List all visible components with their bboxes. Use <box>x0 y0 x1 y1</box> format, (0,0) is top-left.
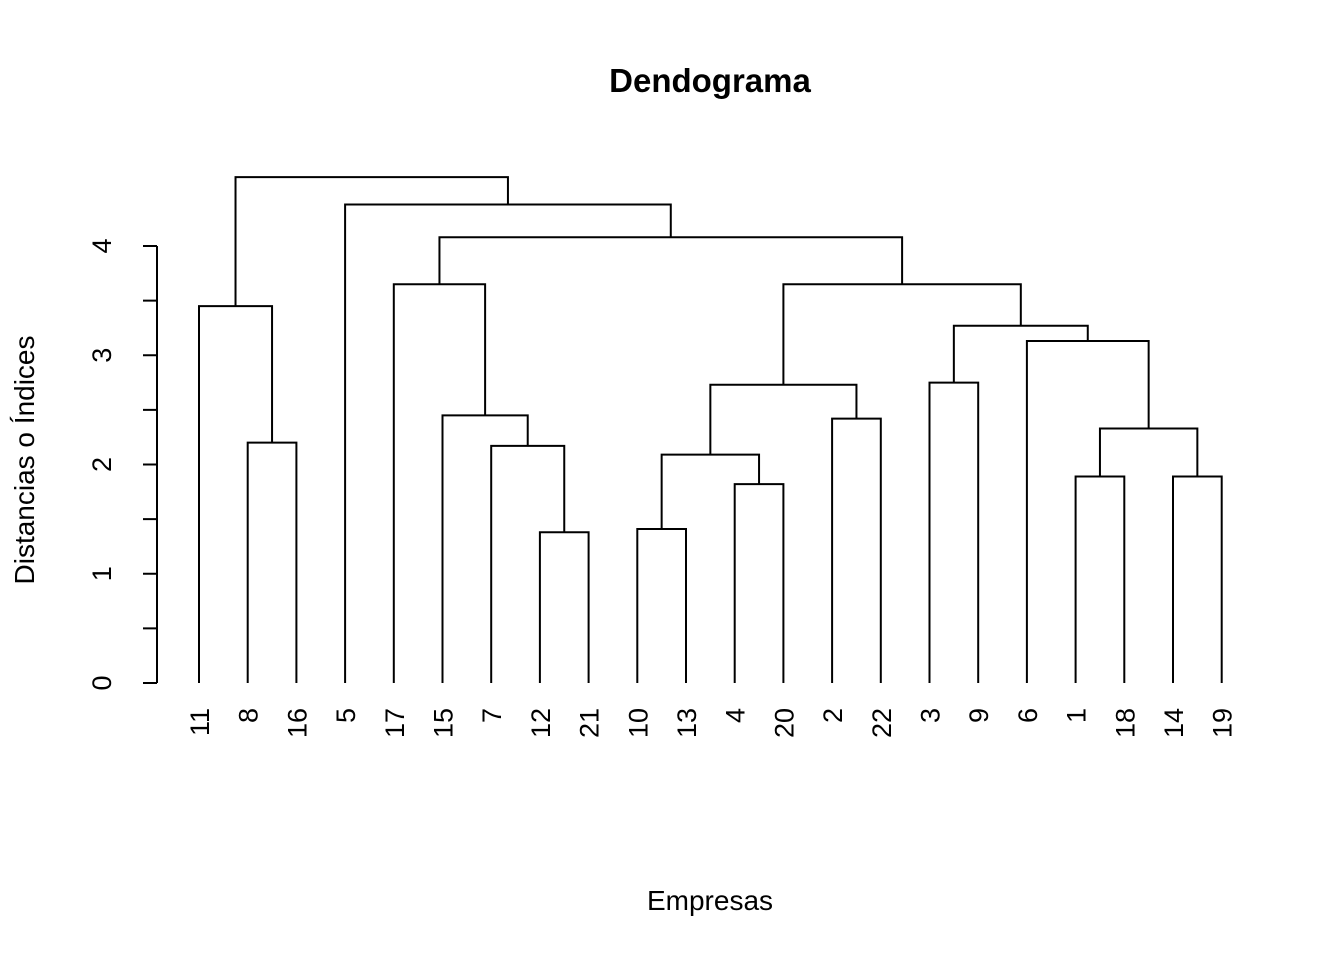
leaf-label: 7 <box>477 708 507 723</box>
leaf-label: 16 <box>282 708 312 738</box>
leaf-label: 4 <box>721 708 751 723</box>
leaf-label: 5 <box>331 708 361 723</box>
dendrogram-branch <box>709 383 858 455</box>
leaf-label: 2 <box>818 708 848 723</box>
dendrogram-branch <box>234 176 509 307</box>
dendrogram-branch <box>782 283 1022 385</box>
leaf-labels: 11 8 16 5 17 15 7 12 21 10 13 4 20 2 22 3 9 6 1 18 14 19 <box>185 708 1238 738</box>
leaf-label: 19 <box>1208 708 1238 738</box>
leaf-label: 22 <box>867 708 897 738</box>
leaf-label: 18 <box>1110 708 1140 738</box>
dendrogram-branch <box>198 305 274 683</box>
dendrogram-branch <box>538 531 590 683</box>
dendrogram-branch <box>392 283 487 683</box>
y-tick-label: 2 <box>87 457 117 472</box>
dendrogram-branch <box>1172 475 1223 683</box>
leaf-label: 1 <box>1062 708 1092 723</box>
leaf-label: 12 <box>526 708 556 738</box>
dendrogram-branch <box>636 527 687 683</box>
leaf-label: 14 <box>1159 708 1189 738</box>
dendrogram-branch <box>1098 427 1199 477</box>
dendrogram-branch <box>441 414 529 683</box>
leaf-label: 15 <box>429 708 459 738</box>
y-tick-label: 4 <box>87 238 117 253</box>
dendrogram-branch <box>1025 340 1150 683</box>
dendrogram-branches <box>198 176 1223 683</box>
y-axis: 0 1 2 3 4 <box>87 238 158 691</box>
leaf-label: 3 <box>916 708 946 723</box>
dendrogram-branch <box>928 381 980 683</box>
y-axis-label: Distancias o Índices <box>9 335 40 584</box>
leaf-label: 10 <box>623 708 653 738</box>
x-axis-label: Empresas <box>647 885 773 916</box>
dendrogram-branch <box>733 483 785 683</box>
leaf-label: 9 <box>964 708 994 723</box>
leaf-label: 13 <box>672 708 702 738</box>
dendrogram-branch <box>490 444 566 683</box>
dendrogram-branch <box>660 453 761 529</box>
leaf-label: 8 <box>234 708 264 723</box>
dendrogram-branch <box>952 324 1089 383</box>
dendrogram-branch <box>246 441 298 683</box>
dendrogram-branch <box>438 236 904 285</box>
leaf-label: 11 <box>185 708 215 736</box>
leaf-label: 6 <box>1013 708 1043 723</box>
y-tick-label: 3 <box>87 348 117 363</box>
leaf-label: 21 <box>575 708 605 738</box>
leaf-label: 20 <box>769 708 799 738</box>
chart-title: Dendograma <box>609 62 811 99</box>
y-tick-label: 1 <box>87 566 117 581</box>
dendrogram-branch <box>1074 475 1126 683</box>
dendrogram-branch <box>831 417 882 683</box>
y-tick-label: 0 <box>87 675 117 690</box>
leaf-label: 17 <box>380 708 410 738</box>
